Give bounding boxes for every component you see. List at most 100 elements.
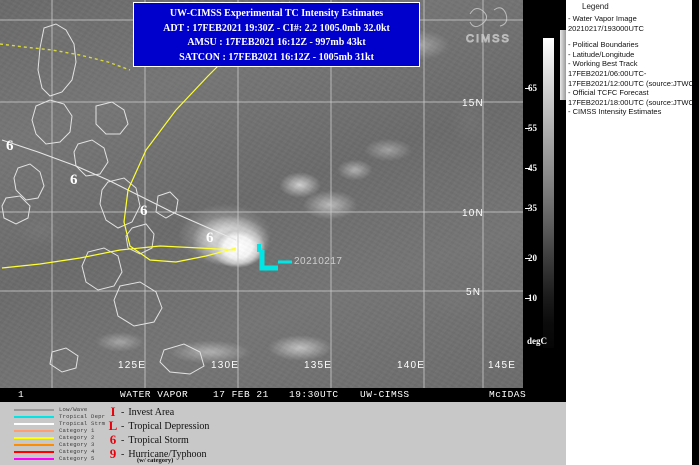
swatch-label: Tropical Strm bbox=[59, 420, 106, 427]
symbol-dash: - bbox=[121, 406, 125, 418]
swatch-label: Tropical Depr bbox=[59, 413, 106, 420]
status-frame: 1 bbox=[18, 389, 25, 400]
colorbar-tick-0: -65 bbox=[525, 83, 537, 93]
symbol-dash: - bbox=[121, 448, 125, 460]
swatch-color-category-1 bbox=[14, 429, 54, 432]
symbol-row: I - Invest Area bbox=[105, 404, 209, 419]
satcon-line: SATCON : 17FEB2021 16:12Z - 1005mb 31kt bbox=[179, 51, 374, 63]
swatch-color-tropical-strm bbox=[14, 422, 54, 425]
legend-title: Legend bbox=[582, 2, 609, 11]
swatch-row: Tropical Depr bbox=[14, 413, 105, 420]
swatch-color-category-2 bbox=[14, 436, 54, 439]
colorbar-tick-3: -35 bbox=[525, 203, 537, 213]
category-swatch-list: Low/Wave Tropical Depr Tropical Strm Cat… bbox=[14, 406, 105, 462]
lon-label-130e: 130E bbox=[211, 360, 239, 371]
legend-item-tcfc-forecast: - Official TCFC Forecast bbox=[568, 88, 649, 98]
lon-label-145e: 145E bbox=[488, 360, 516, 371]
swatch-row: Low/Wave bbox=[14, 406, 105, 413]
lat-label-15n: 15N bbox=[462, 98, 484, 109]
tropical-storm-icon: 6 bbox=[109, 432, 117, 447]
swatch-label: Category 2 bbox=[59, 434, 95, 441]
status-date: 17 FEB 21 bbox=[213, 389, 269, 400]
lon-label-135e: 135E bbox=[304, 360, 332, 371]
swatch-color-low-wave bbox=[14, 408, 54, 411]
legend-scrollbar[interactable] bbox=[560, 0, 566, 388]
colorbar-tick-4: -20 bbox=[525, 253, 537, 263]
adt-line: ADT : 17FEB2021 19:30Z - CI#: 2.2 1005.0… bbox=[163, 22, 390, 34]
cimss-watermark: CIMSS bbox=[466, 33, 511, 45]
swatch-color-tropical-depr bbox=[14, 415, 54, 418]
latlon-grid bbox=[0, 0, 523, 388]
legend-item-best-track-start: 17FEB2021/06:00UTC- bbox=[568, 68, 647, 78]
colorbar-gradient bbox=[543, 38, 554, 348]
status-product: WATER VAPOR bbox=[120, 389, 189, 400]
legend-item-best-track: - Working Best Track bbox=[568, 59, 638, 69]
colorbar-tick-5: -10 bbox=[525, 293, 537, 303]
symbol-dash: - bbox=[121, 420, 125, 432]
hurricane-typhoon-icon: 9 bbox=[109, 446, 117, 461]
dashed-boundary bbox=[0, 43, 131, 71]
storm-symbol: 6 bbox=[140, 203, 148, 219]
symbol-label: Invest Area bbox=[128, 406, 175, 418]
swatch-label: Category 1 bbox=[59, 427, 95, 434]
temperature-colorbar: -65 -55 -45 -35 -20 -10 degC bbox=[523, 0, 566, 388]
working-best-track bbox=[1, 139, 237, 241]
tropical-depression-icon: L bbox=[108, 418, 118, 433]
symbol-label: Tropical Depression bbox=[128, 420, 210, 432]
storm-symbol: 6 bbox=[6, 138, 14, 154]
mcidas-status-bar: 1 WATER VAPOR 17 FEB 21 19:30UTC UW-CIMS… bbox=[0, 388, 566, 402]
swatch-row: Tropical Strm bbox=[14, 420, 105, 427]
swatch-row: Category 1 bbox=[14, 427, 105, 434]
status-source: UW-CIMSS bbox=[360, 389, 410, 400]
lon-label-125e: 125E bbox=[118, 360, 146, 371]
symbol-row: 9 - Hurricane/Typhoon bbox=[105, 446, 209, 461]
legend-item-political-boundaries: - Political Boundaries bbox=[568, 40, 639, 50]
invest-area-icon: I bbox=[110, 404, 116, 419]
legend-scrollbar-thumb[interactable] bbox=[560, 30, 566, 100]
lon-label-140e: 140E bbox=[397, 360, 425, 371]
swatch-label: Category 4 bbox=[59, 448, 95, 455]
lat-label-5n: 5N bbox=[466, 287, 481, 298]
status-system: McIDAS bbox=[489, 389, 527, 400]
legend-panel[interactable]: Legend - Water Vapor Image 20210217/1930… bbox=[566, 0, 699, 388]
legend-item-tcfc-time: 17FEB2021/18:00UTC (source:JTWC) bbox=[568, 97, 697, 107]
colorbar-units: degC bbox=[527, 336, 547, 346]
swatch-color-category-5 bbox=[14, 457, 54, 460]
colorbar-tick-2: -45 bbox=[525, 163, 537, 173]
swatch-row: Category 4 bbox=[14, 448, 105, 455]
legend-item-latlon: - Latitude/Longitude bbox=[568, 49, 635, 59]
swatch-color-category-4 bbox=[14, 450, 54, 453]
lat-label-10n: 10N bbox=[462, 208, 484, 219]
amsu-line: AMSU : 17FEB2021 16:12Z - 997mb 43kt bbox=[187, 37, 366, 48]
symbol-label: Tropical Storm bbox=[128, 434, 189, 446]
panel-filler bbox=[566, 388, 699, 465]
adt-box-title: UW-CIMSS Experimental TC Intensity Estim… bbox=[169, 8, 384, 19]
with-category-note: (w/ category) bbox=[137, 457, 174, 464]
window-edge bbox=[692, 0, 699, 465]
swatch-row: Category 5 bbox=[14, 455, 105, 462]
map-overlays: 6 6 6 6 15N 10N 5N 125E 130E 135E 140E 1… bbox=[0, 0, 523, 388]
symbol-row: L - Tropical Depression bbox=[105, 418, 210, 433]
legend-item-water-vapor: - Water Vapor Image bbox=[568, 14, 637, 23]
swatch-label: Category 3 bbox=[59, 441, 95, 448]
status-time: 19:30UTC bbox=[289, 389, 339, 400]
legend-item-water-vapor-time: 20210217/193000UTC bbox=[568, 23, 644, 33]
swatch-label: Low/Wave bbox=[59, 406, 88, 413]
current-position-marker bbox=[257, 244, 292, 271]
legend-item-cimss-intensity: - CIMSS Intensity Estimates bbox=[568, 107, 662, 117]
swatch-row: Category 2 bbox=[14, 434, 105, 441]
swatch-row: Category 3 bbox=[14, 441, 105, 448]
symbol-dash: - bbox=[121, 434, 125, 446]
coastlines bbox=[1, 23, 205, 375]
storm-symbol-legend: I - Invest Area L - Tropical Depression … bbox=[105, 404, 210, 461]
adt-intensity-box: UW-CIMSS Experimental TC Intensity Estim… bbox=[133, 2, 420, 67]
swatch-color-category-3 bbox=[14, 443, 54, 446]
forecast-track-secondary bbox=[1, 245, 237, 269]
swatch-label: Category 5 bbox=[59, 455, 95, 462]
legend-item-best-track-end: 17FEB2021/12:00UTC (source:JTWC) bbox=[568, 78, 697, 88]
symbol-label: Hurricane/Typhoon bbox=[128, 448, 207, 460]
storm-symbol: 6 bbox=[206, 230, 214, 246]
symbol-row: 6 - Tropical Storm bbox=[105, 432, 209, 447]
track-category-legend: Low/Wave Tropical Depr Tropical Strm Cat… bbox=[0, 402, 566, 465]
